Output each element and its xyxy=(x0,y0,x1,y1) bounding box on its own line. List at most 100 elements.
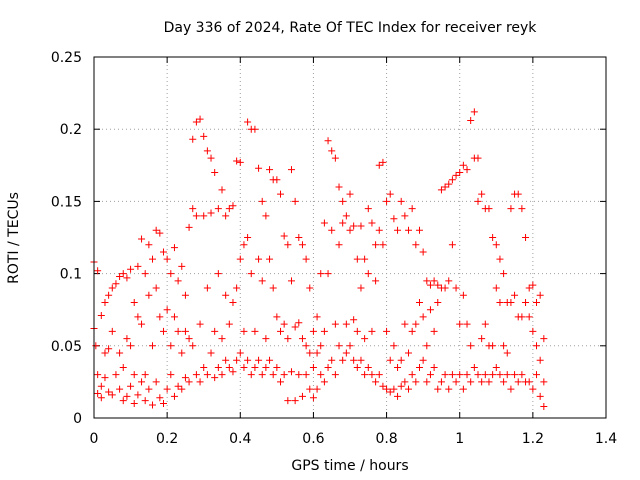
data-point xyxy=(178,262,186,270)
data-point xyxy=(214,270,222,278)
data-point xyxy=(141,397,149,405)
data-point xyxy=(481,320,489,328)
data-point xyxy=(181,374,189,382)
data-point xyxy=(525,284,533,292)
data-point xyxy=(536,392,544,400)
data-point xyxy=(149,401,157,409)
data-point xyxy=(277,327,285,335)
x-tick-label: 0.2 xyxy=(156,431,178,447)
data-point xyxy=(258,197,266,205)
data-point xyxy=(145,385,153,393)
data-point xyxy=(108,391,116,399)
data-point xyxy=(364,205,372,213)
data-point xyxy=(339,219,347,227)
data-point xyxy=(247,371,255,379)
data-point xyxy=(514,190,522,198)
data-point xyxy=(189,342,197,350)
data-point xyxy=(159,248,167,256)
data-point xyxy=(247,270,255,278)
data-point xyxy=(478,190,486,198)
data-point xyxy=(489,342,497,350)
data-point xyxy=(529,327,537,335)
data-point xyxy=(408,205,416,213)
axis-ticks xyxy=(93,56,607,419)
data-point xyxy=(540,335,548,343)
data-point xyxy=(280,371,288,379)
data-point xyxy=(390,342,398,350)
data-point xyxy=(397,197,405,205)
data-point xyxy=(478,378,486,386)
x-axis-label: GPS time / hours xyxy=(291,458,408,474)
data-point xyxy=(306,349,314,357)
data-point xyxy=(350,356,358,364)
data-point xyxy=(167,371,175,379)
data-point xyxy=(152,226,160,234)
x-tick-label: 0.8 xyxy=(375,431,397,447)
data-point xyxy=(178,349,186,357)
data-point xyxy=(518,205,526,213)
data-point xyxy=(211,374,219,382)
data-point xyxy=(222,291,230,299)
data-point xyxy=(233,284,241,292)
data-point xyxy=(350,316,358,324)
data-point xyxy=(331,371,339,379)
data-point xyxy=(401,320,409,328)
data-point xyxy=(119,363,127,371)
y-tick-label: 0.25 xyxy=(51,50,82,66)
data-point xyxy=(251,363,259,371)
data-point xyxy=(145,241,153,249)
data-point xyxy=(507,298,515,306)
data-point xyxy=(309,394,317,402)
data-point xyxy=(159,327,167,335)
data-point xyxy=(130,400,138,408)
y-tick-label: 0 xyxy=(73,411,82,427)
data-point xyxy=(218,186,226,194)
data-point xyxy=(463,166,471,174)
data-point xyxy=(262,335,270,343)
data-point xyxy=(518,313,526,321)
data-point xyxy=(518,371,526,379)
data-point xyxy=(255,164,263,172)
data-point xyxy=(185,378,193,386)
data-point xyxy=(511,291,519,299)
data-point xyxy=(350,222,358,230)
data-point xyxy=(167,342,175,350)
data-point xyxy=(152,378,160,386)
data-point xyxy=(445,277,453,285)
data-point xyxy=(196,378,204,386)
data-point xyxy=(280,320,288,328)
data-point xyxy=(456,320,464,328)
data-point xyxy=(218,335,226,343)
data-point xyxy=(415,363,423,371)
y-axis-label: ROTI / TECUs xyxy=(6,192,22,284)
data-point xyxy=(225,205,233,213)
data-point xyxy=(229,368,237,376)
data-point xyxy=(116,385,124,393)
data-point xyxy=(112,371,120,379)
data-point xyxy=(507,385,515,393)
data-point xyxy=(342,212,350,220)
data-point xyxy=(536,291,544,299)
data-point xyxy=(423,342,431,350)
data-point xyxy=(401,378,409,386)
data-point xyxy=(101,374,109,382)
data-point xyxy=(306,385,314,393)
data-point xyxy=(448,241,456,249)
data-point xyxy=(503,349,511,357)
data-point xyxy=(97,382,105,390)
data-point xyxy=(372,241,380,249)
data-point xyxy=(441,284,449,292)
data-point xyxy=(255,356,263,364)
data-point xyxy=(170,313,178,321)
data-point xyxy=(500,342,508,350)
data-point xyxy=(138,378,146,386)
data-point xyxy=(163,385,171,393)
data-point xyxy=(445,180,453,188)
data-point xyxy=(287,368,295,376)
data-point xyxy=(251,327,259,335)
data-point xyxy=(383,385,391,393)
data-point xyxy=(101,349,109,357)
data-point xyxy=(430,327,438,335)
data-point xyxy=(386,388,394,396)
